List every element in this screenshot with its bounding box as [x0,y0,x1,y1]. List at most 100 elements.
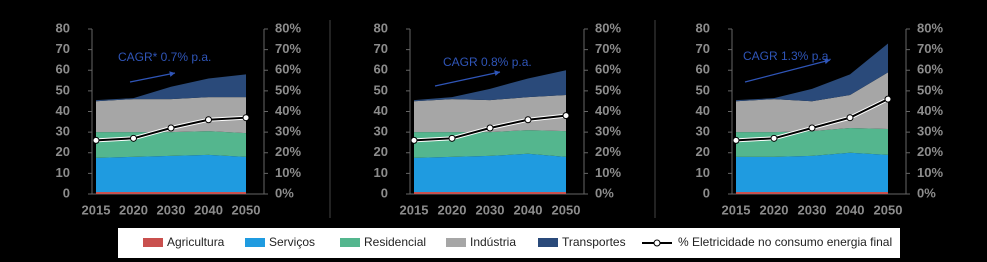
y2-tick-label: 80% [917,20,943,35]
line-marker [524,116,532,124]
y-tick-label: 20 [374,144,388,159]
y2-tick-label: 0% [275,185,294,200]
line-marker [732,136,740,144]
y-tick-label: 70 [56,41,70,56]
line-marker [205,116,212,124]
legend-label: Serviços [269,235,315,249]
x-tick-label: 2040 [836,202,865,217]
x-tick-label: 2020 [119,202,148,217]
y2-tick-label: 40% [275,103,301,118]
y-tick-label: 80 [374,20,388,35]
line-marker [562,112,570,120]
area [96,74,246,102]
line-marker [884,95,892,103]
annotation: CAGR 1.3% p.a. [743,49,832,63]
annotation: CAGR* 0.7% p.a. [118,50,211,64]
area [736,191,888,194]
y2-tick-label: 80% [275,20,301,35]
y2-tick-label: 10% [917,165,943,180]
y-tick-label: 50 [56,82,70,97]
x-tick-label: 2020 [438,202,467,217]
y2-tick-label: 50% [595,82,621,97]
y2-tick-label: 40% [917,103,943,118]
y-tick-label: 70 [374,41,388,56]
annotation-arrowhead [169,71,175,77]
y2-tick-label: 30% [275,124,301,139]
x-tick-label: 2030 [476,202,505,217]
area [414,153,566,192]
y2-tick-label: 70% [595,41,621,56]
y-tick-label: 10 [696,165,710,180]
annotation: CAGR 0.8% p.a. [443,55,532,69]
line-marker [846,114,854,122]
y-tick-label: 60 [56,62,70,77]
y-tick-label: 40 [696,103,710,118]
legend-swatch-marker [653,239,661,247]
y-tick-label: 40 [56,103,70,118]
y2-tick-label: 0% [917,185,936,200]
y2-tick-label: 10% [275,165,301,180]
y-tick-label: 80 [696,20,710,35]
area [414,130,566,158]
y2-tick-label: 40% [595,103,621,118]
y-tick-label: 20 [56,144,70,159]
area [96,154,246,192]
annotation-arrowhead [824,58,830,65]
legend-label: Residencial [364,235,426,249]
y2-tick-label: 10% [595,165,621,180]
y2-tick-label: 60% [275,62,301,77]
legend-swatch [245,238,265,247]
legend-swatch [446,238,466,247]
area [414,70,566,102]
y-tick-label: 60 [374,62,388,77]
x-tick-label: 2015 [82,202,111,217]
line-marker [167,124,175,132]
annotation-arrow [744,59,831,83]
line-marker [808,124,816,132]
legend-swatch [538,238,558,247]
line-marker [770,134,778,142]
y-tick-label: 10 [374,165,388,180]
y-tick-label: 70 [696,41,710,56]
y-tick-label: 60 [696,62,710,77]
y-tick-label: 0 [703,185,710,200]
x-tick-label: 2020 [760,202,789,217]
area [736,43,888,102]
y-tick-label: 30 [374,124,388,139]
area [736,128,888,157]
y2-tick-label: 20% [917,144,943,159]
y2-tick-label: 70% [917,41,943,56]
area [96,131,246,158]
y-tick-label: 50 [696,82,710,97]
legend-label: Agricultura [167,235,225,249]
y-tick-label: 40 [374,103,388,118]
y-tick-label: 0 [63,185,70,200]
x-tick-label: 2015 [722,202,751,217]
legend-label: Transportes [562,235,626,249]
area [736,152,888,192]
y2-tick-label: 70% [275,41,301,56]
y2-tick-label: 30% [917,124,943,139]
area [96,97,246,134]
y2-tick-label: 30% [595,124,621,139]
x-tick-label: 2040 [194,202,223,217]
legend-swatch [340,238,360,247]
annotation-arrowhead [494,70,500,76]
area [96,191,246,194]
legend-label: % Eletricidade no consumo energia final [678,235,892,249]
y2-tick-label: 50% [275,82,301,97]
x-tick-label: 2050 [232,202,261,217]
annotation-arrow [129,72,176,83]
y-tick-label: 50 [374,82,388,97]
y-tick-label: 30 [56,124,70,139]
y2-tick-label: 20% [595,144,621,159]
line-marker [92,136,100,144]
legend-label: Indústria [470,235,516,249]
line-marker [130,134,137,142]
y-tick-label: 0 [381,185,388,200]
legend-swatch [143,238,163,247]
line-marker [486,124,494,132]
y-tick-label: 10 [56,165,70,180]
y2-tick-label: 80% [595,20,621,35]
